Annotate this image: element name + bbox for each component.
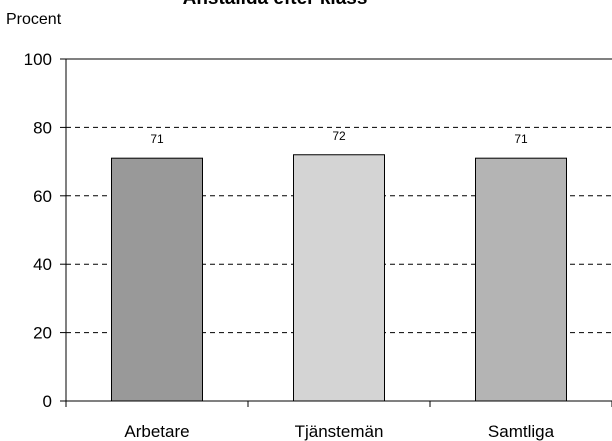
data-label: 72	[332, 129, 346, 143]
bar-arbetare	[111, 157, 203, 402]
axes	[60, 58, 612, 407]
data-labels: 71 72 71	[150, 129, 528, 146]
x-tick-label: Samtliga	[488, 422, 555, 441]
y-tick-label: 40	[33, 255, 52, 274]
data-label: 71	[150, 132, 164, 146]
chart-title: Anställda efter klass	[183, 0, 368, 9]
y-tick-label: 80	[33, 118, 52, 137]
bar-samtliga	[475, 157, 567, 402]
y-tick-label: 60	[33, 187, 52, 206]
y-tick-labels: 0 20 40 60 80 100	[24, 50, 52, 411]
data-label: 71	[514, 132, 528, 146]
x-tick-label: Tjänstemän	[295, 422, 384, 441]
y-tick-label: 100	[24, 50, 52, 69]
y-tick-label: 20	[33, 324, 52, 343]
x-tick-label: Arbetare	[124, 422, 189, 441]
x-category-labels: Arbetare Tjänstemän Samtliga	[124, 422, 554, 441]
y-tick-label: 0	[43, 392, 52, 411]
y-axis-label: Procent	[6, 11, 62, 28]
bars	[111, 154, 567, 402]
bar-tjänstemän	[293, 154, 385, 402]
